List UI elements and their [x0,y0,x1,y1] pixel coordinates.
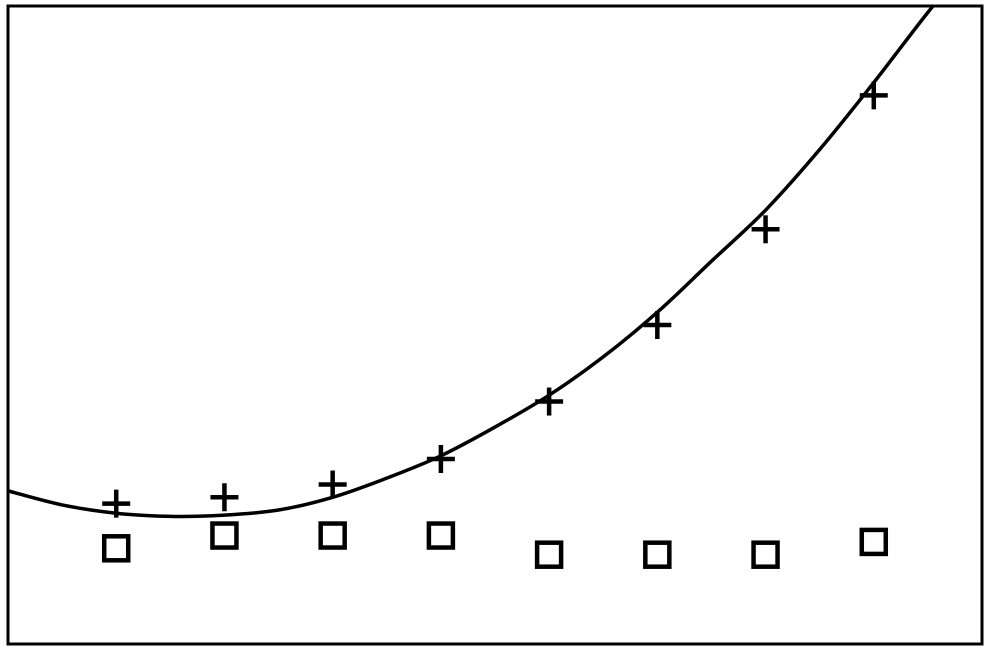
square-point [859,527,889,557]
square-point [426,521,456,550]
plot-frame [6,4,984,646]
square-point [751,540,780,569]
plus-point [643,311,672,339]
fitted-curve-layer [8,6,936,519]
plus-point [210,483,239,512]
square-point [643,540,672,569]
square-point [210,521,239,550]
plus-point [318,470,347,499]
square-point [318,521,347,550]
plus-point [751,215,780,244]
plus-series-layer [102,81,888,518]
plus-point [426,444,455,473]
fitted-curve-line [8,6,936,519]
plus-point [102,489,131,518]
plus-point [535,387,564,416]
square-series-layer [101,521,889,569]
square-point [534,540,564,569]
square-point [101,534,131,563]
plus-point [859,81,888,110]
